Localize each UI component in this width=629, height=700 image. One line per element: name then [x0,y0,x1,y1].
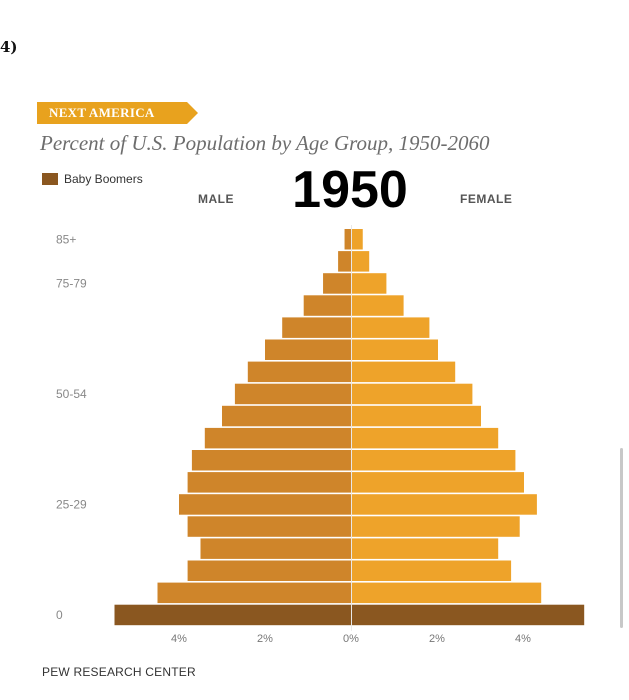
banner-arrow-shape [187,102,198,124]
female-bar-45-49 [352,405,481,427]
female-bar-65-69 [352,317,430,338]
female-bar-30-34 [352,472,524,493]
female-bar-35-39 [352,450,516,471]
female-bar-50-54 [352,383,473,405]
male-bar-5-9 [157,582,351,604]
chart-title: Percent of U.S. Population by Age Group,… [40,131,490,155]
question-number: 4) [0,38,18,56]
female-bar-20-24 [352,516,520,537]
source-credit: PEW RESEARCH CENTER [42,665,196,679]
female-bar-85+ [352,229,363,250]
male-bar-40-44 [204,427,351,449]
male-bar-45-49 [222,405,351,427]
female-bar-15-19 [352,538,499,559]
female-bar-75-79 [352,273,387,294]
male-bar-10-14 [187,560,351,581]
male-bar-85+ [344,229,351,250]
female-bar-0-4 [352,604,585,626]
female-bar-80-84 [352,251,370,272]
y-tick-label-85+: 85+ [56,232,76,246]
female-bar-70-74 [352,295,404,316]
female-bar-10-14 [352,560,512,581]
female-bar-60-64 [352,339,438,360]
legend: Baby Boomers [42,172,143,186]
male-bar-25-29 [179,494,351,515]
x-tick-label-3: 2% [429,633,445,645]
male-bar-75-79 [323,273,351,294]
x-tick-label-0: 4% [171,633,187,645]
population-pyramid-chart: 85+ 75-79 50-54 25-29 0 4% 2% 0% 2% 4% [56,225,585,645]
legend-label-baby-boomers: Baby Boomers [64,172,143,186]
female-bar-5-9 [352,582,542,604]
vertical-scrollbar[interactable] [620,448,623,628]
male-bar-55-59 [247,361,351,383]
y-tick-label-75-79: 75-79 [56,276,87,290]
next-america-banner: NEXT AMERICA [37,102,187,124]
x-tick-label-1: 2% [257,633,273,645]
male-bar-20-24 [187,516,351,537]
male-bar-50-54 [234,383,351,405]
female-bar-25-29 [352,494,537,515]
y-tick-label-0: 0 [56,608,63,622]
male-bar-35-39 [191,450,351,471]
male-bar-0-4 [114,604,351,626]
year-label: 1950 [292,161,408,219]
y-tick-label-50-54: 50-54 [56,387,87,401]
male-bar-65-69 [282,317,351,338]
male-bar-80-84 [338,251,351,272]
y-tick-label-25-29: 25-29 [56,497,87,511]
male-label: MALE [198,192,234,206]
x-tick-label-4: 4% [515,633,531,645]
x-tick-label-2: 0% [343,633,359,645]
male-bar-30-34 [187,472,351,493]
female-bar-40-44 [352,427,499,449]
female-label: FEMALE [460,192,513,206]
male-bar-60-64 [265,339,351,360]
male-bar-70-74 [303,295,351,316]
female-bar-55-59 [352,361,456,383]
legend-swatch-baby-boomers [42,173,58,185]
male-bar-15-19 [200,538,351,559]
